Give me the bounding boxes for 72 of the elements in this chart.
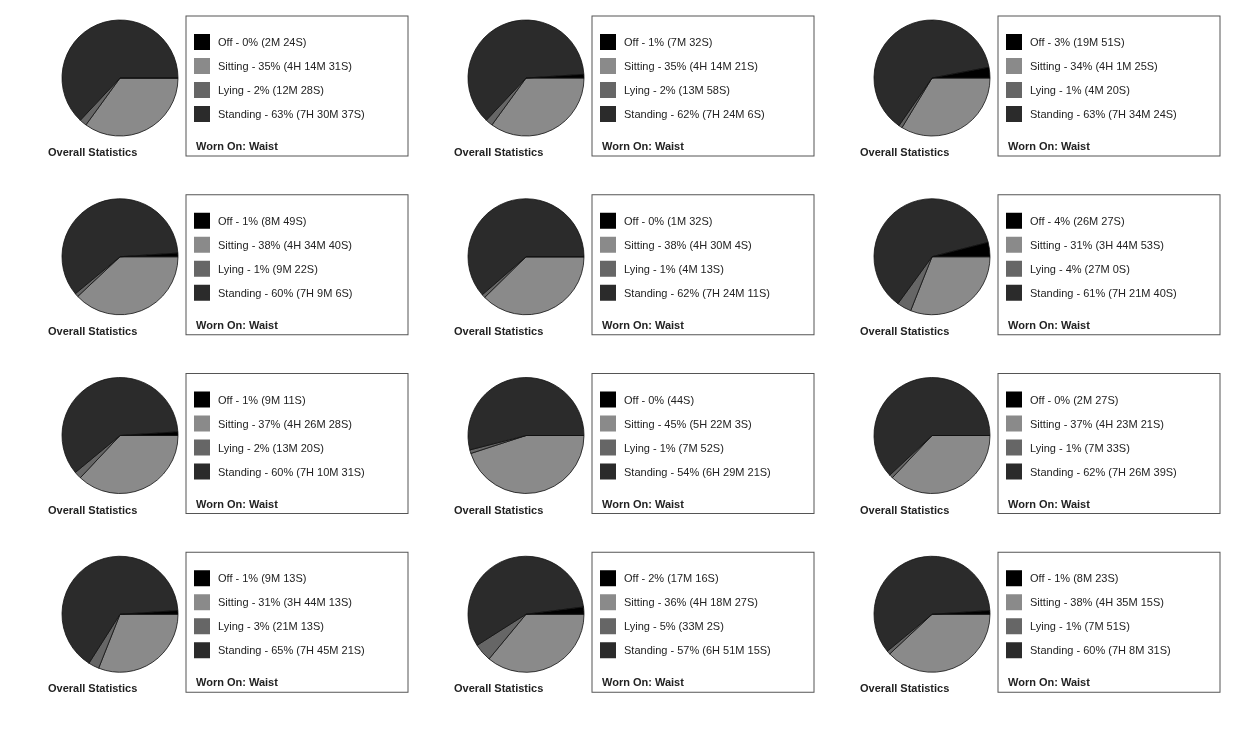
legend-label: Off - 3% (19M 51S) xyxy=(1030,36,1125,48)
legend-label: Sitting - 36% (4H 18M 27S) xyxy=(624,596,758,609)
legend-label: Standing - 62% (7H 26M 39S) xyxy=(1030,465,1177,478)
legend-label: Lying - 2% (13M 20S) xyxy=(218,441,324,454)
legend-title: Worn On: Waist xyxy=(196,140,279,152)
text: Overall Statistics xyxy=(860,503,950,516)
legend-label: Sitting - 31% (3H 44M 53S) xyxy=(1030,238,1164,251)
legend-title: Worn On: Waist xyxy=(1008,676,1091,689)
legend-title: Worn On: Waist xyxy=(602,140,685,152)
text: Overall Statistics xyxy=(48,146,138,158)
legend-label: Standing - 65% (7H 45M 21S) xyxy=(218,644,365,657)
legend-label: Standing - 61% (7H 21M 40S) xyxy=(1030,286,1177,299)
text: Overall Statistics xyxy=(860,324,950,337)
legend-label: Off - 4% (26M 27S) xyxy=(1030,214,1125,227)
legend-label: Lying - 2% (12M 28S) xyxy=(218,84,324,96)
legend-label: Standing - 54% (6H 29M 21S) xyxy=(624,465,771,478)
text: Overall Statistics xyxy=(454,682,544,695)
legend-label: Sitting - 35% (4H 14M 21S) xyxy=(624,60,758,72)
legend-label: Lying - 4% (27M 0S) xyxy=(1030,262,1130,275)
legend-label: Standing - 60% (7H 10M 31S) xyxy=(218,465,365,478)
legend-label: Lying - 1% (9M 22S) xyxy=(218,262,318,275)
text: Overall Statistics xyxy=(454,503,544,516)
legend-label: Standing - 63% (7H 30M 37S) xyxy=(218,108,365,120)
text: Overall Statistics xyxy=(454,324,544,337)
legend-label: Lying - 5% (33M 2S) xyxy=(624,620,724,633)
legend-title: Worn On: Waist xyxy=(602,318,685,331)
text: Overall Statistics xyxy=(860,682,950,695)
legend-label: Lying - 1% (7M 52S) xyxy=(624,441,724,454)
legend-label: Standing - 60% (7H 9M 6S) xyxy=(218,286,353,299)
legend-label: Lying - 1% (7M 51S) xyxy=(1030,620,1130,633)
legend-title: Worn On: Waist xyxy=(602,676,685,689)
legend-label: Lying - 2% (13M 58S) xyxy=(624,84,730,96)
legend-label: Sitting - 37% (4H 26M 28S) xyxy=(218,417,352,430)
legend-label: Off - 1% (7M 32S) xyxy=(624,36,713,48)
legend-label: Sitting - 31% (3H 44M 13S) xyxy=(218,596,352,609)
legend-title: Worn On: Waist xyxy=(1008,318,1091,331)
legend-label: Lying - 1% (4M 20S) xyxy=(1030,84,1130,96)
legend-label: Off - 1% (8M 49S) xyxy=(218,214,307,227)
legend-label: Lying - 1% (7M 33S) xyxy=(1030,441,1130,454)
legend-label: Standing - 60% (7H 8M 31S) xyxy=(1030,644,1171,657)
legend-title: Worn On: Waist xyxy=(196,497,279,510)
legend-title: Worn On: Waist xyxy=(1008,140,1091,152)
legend-title: Worn On: Waist xyxy=(196,676,279,689)
text: Overall Statistics xyxy=(860,146,950,158)
legend-label: Off - 0% (2M 27S) xyxy=(1030,393,1119,406)
legend-label: Standing - 62% (7H 24M 6S) xyxy=(624,108,765,120)
legend-label: Off - 0% (1M 32S) xyxy=(624,214,713,227)
legend-label: Off - 1% (9M 11S) xyxy=(218,393,306,406)
legend-label: Sitting - 34% (4H 1M 25S) xyxy=(1030,60,1158,72)
legend-label: Sitting - 38% (4H 34M 40S) xyxy=(218,238,352,251)
legend-label: Off - 0% (44S) xyxy=(624,393,695,406)
legend-label: Sitting - 38% (4H 35M 15S) xyxy=(1030,596,1164,609)
text: Overall Statistics xyxy=(454,146,544,158)
legend-label: Sitting - 37% (4H 23M 21S) xyxy=(1030,417,1164,430)
legend-title: Worn On: Waist xyxy=(602,497,685,510)
legend-label: Standing - 57% (6H 51M 15S) xyxy=(624,644,771,657)
legend-title: Worn On: Waist xyxy=(1008,497,1091,510)
legend-title: Worn On: Waist xyxy=(196,318,279,331)
legend-label: Off - 1% (9M 13S) xyxy=(218,572,307,585)
legend-label: Lying - 3% (21M 13S) xyxy=(218,620,324,633)
text: Overall Statistics xyxy=(48,682,138,695)
legend-label: Off - 1% (8M 23S) xyxy=(1030,572,1119,585)
legend-label: Off - 0% (2M 24S) xyxy=(218,36,307,48)
legend-label: Sitting - 38% (4H 30M 4S) xyxy=(624,238,752,251)
legend-label: Lying - 1% (4M 13S) xyxy=(624,262,724,275)
legend-label: Sitting - 35% (4H 14M 31S) xyxy=(218,60,352,72)
legend-label: Sitting - 45% (5H 22M 3S) xyxy=(624,417,752,430)
text: Overall Statistics xyxy=(48,503,138,516)
legend-label: Standing - 62% (7H 24M 11S) xyxy=(624,286,770,299)
legend-label: Off - 2% (17M 16S) xyxy=(624,572,719,585)
legend-label: Standing - 63% (7H 34M 24S) xyxy=(1030,108,1177,120)
text: Overall Statistics xyxy=(48,324,138,337)
